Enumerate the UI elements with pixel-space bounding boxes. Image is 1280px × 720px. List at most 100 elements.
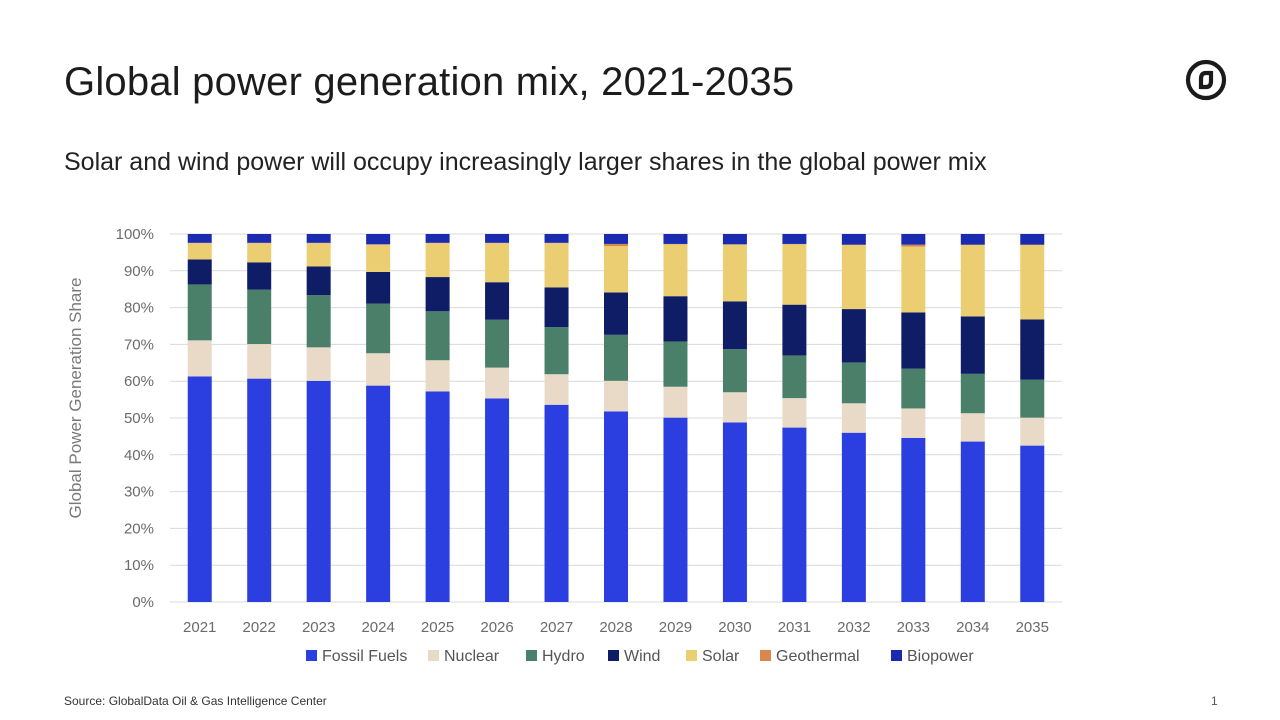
bar-hydro-2028 bbox=[604, 334, 628, 381]
bar-solar-2026 bbox=[485, 243, 510, 283]
bar-nuclear-2032 bbox=[841, 403, 866, 433]
x-axis-ticks: 2021 2022 2023 2024 2025 2026 2027 2028 2029 2030… bbox=[183, 619, 1049, 636]
x-tick-label: 2026 bbox=[480, 619, 513, 636]
y-tick-label: 0% bbox=[132, 594, 154, 611]
bar-group-2029 bbox=[663, 234, 688, 602]
y-tick-label: 60% bbox=[124, 373, 154, 390]
bar-solar-2025 bbox=[425, 243, 450, 278]
y-tick-label: 70% bbox=[124, 336, 154, 353]
bar-biopower-2032 bbox=[841, 234, 866, 245]
bar-fossil-fuels-2025 bbox=[425, 391, 450, 602]
bar-group-2021 bbox=[187, 234, 212, 602]
x-tick-label: 2032 bbox=[837, 619, 870, 636]
bar-hydro-2034 bbox=[960, 373, 985, 414]
legend-label-nuclear: Nuclear bbox=[444, 648, 500, 665]
x-tick-label: 2033 bbox=[897, 619, 930, 636]
x-tick-label: 2025 bbox=[421, 619, 454, 636]
bar-solar-2021 bbox=[187, 243, 212, 260]
bar-biopower-2034 bbox=[960, 234, 985, 245]
bar-biopower-2031 bbox=[782, 234, 807, 244]
bar-wind-2027 bbox=[544, 287, 569, 328]
bar-wind-2024 bbox=[366, 271, 391, 304]
bar-hydro-2023 bbox=[306, 295, 331, 348]
bar-biopower-2035 bbox=[1020, 234, 1045, 245]
bar-nuclear-2026 bbox=[485, 367, 510, 399]
bar-biopower-2033 bbox=[901, 234, 926, 245]
bar-solar-2022 bbox=[247, 243, 272, 263]
bar-nuclear-2031 bbox=[782, 398, 807, 428]
bar-wind-2031 bbox=[782, 304, 807, 356]
bar-nuclear-2023 bbox=[306, 347, 331, 381]
bar-nuclear-2034 bbox=[960, 413, 985, 442]
y-tick-label: 20% bbox=[124, 520, 154, 537]
x-tick-label: 2024 bbox=[361, 619, 394, 636]
bars bbox=[187, 234, 1045, 602]
x-tick-label: 2021 bbox=[183, 619, 216, 636]
bar-biopower-2026 bbox=[485, 234, 510, 243]
y-tick-label: 30% bbox=[124, 484, 154, 501]
bar-biopower-2030 bbox=[722, 234, 747, 245]
legend-swatch-biopower bbox=[891, 650, 902, 661]
bar-nuclear-2022 bbox=[247, 344, 272, 379]
bar-geothermal-2028 bbox=[604, 243, 628, 247]
bar-fossil-fuels-2035 bbox=[1020, 445, 1045, 602]
bar-solar-2023 bbox=[306, 243, 331, 267]
bar-hydro-2027 bbox=[544, 327, 569, 375]
bar-nuclear-2029 bbox=[663, 386, 688, 418]
bar-geothermal-2033 bbox=[901, 244, 926, 247]
x-tick-label: 2028 bbox=[599, 619, 632, 636]
stacked-bar-chart: 0% 10% 20% 30% 40% 50% 60% 70% 80% 90% 100% Global… bbox=[66, 226, 1062, 665]
globaldata-logo-icon bbox=[1185, 59, 1227, 101]
y-axis-label: Global Power Generation Share bbox=[66, 278, 85, 519]
bar-solar-2030 bbox=[722, 244, 747, 302]
bar-fossil-fuels-2027 bbox=[544, 404, 569, 602]
bar-wind-2035 bbox=[1020, 319, 1045, 380]
x-tick-label: 2027 bbox=[540, 619, 573, 636]
x-tick-label: 2031 bbox=[778, 619, 811, 636]
legend-item-nuclear: Nuclear bbox=[428, 648, 500, 665]
bar-fossil-fuels-2023 bbox=[306, 380, 331, 602]
legend-swatch-nuclear bbox=[428, 650, 439, 661]
bar-nuclear-2035 bbox=[1020, 417, 1045, 446]
legend-swatch-wind bbox=[608, 650, 619, 661]
bar-group-2027 bbox=[544, 234, 569, 602]
bar-nuclear-2030 bbox=[722, 392, 747, 423]
legend-label-wind: Wind bbox=[624, 648, 660, 665]
bar-hydro-2033 bbox=[901, 368, 926, 409]
bar-wind-2029 bbox=[663, 296, 688, 342]
bar-group-2028 bbox=[604, 234, 628, 602]
bar-biopower-2028 bbox=[604, 234, 628, 244]
bar-hydro-2022 bbox=[247, 289, 272, 345]
bar-fossil-fuels-2034 bbox=[960, 441, 985, 602]
y-axis-ticks: 0% 10% 20% 30% 40% 50% 60% 70% 80% 90% 100% bbox=[116, 226, 154, 611]
x-tick-label: 2035 bbox=[1016, 619, 1049, 636]
page-number: 1 bbox=[1211, 694, 1218, 708]
bar-nuclear-2033 bbox=[901, 408, 926, 438]
legend-swatch-geothermal bbox=[760, 650, 771, 661]
bar-solar-2034 bbox=[960, 245, 985, 317]
bar-solar-2035 bbox=[1020, 245, 1045, 320]
bar-group-2024 bbox=[366, 234, 391, 602]
bar-group-2033 bbox=[901, 234, 926, 602]
legend-label-biopower: Biopower bbox=[907, 648, 974, 665]
bar-wind-2030 bbox=[722, 301, 747, 350]
bar-solar-2024 bbox=[366, 244, 391, 272]
bar-group-2022 bbox=[247, 234, 272, 602]
bar-wind-2034 bbox=[960, 316, 985, 374]
bar-group-2025 bbox=[425, 234, 450, 602]
bar-hydro-2025 bbox=[425, 311, 450, 361]
bar-fossil-fuels-2024 bbox=[366, 385, 391, 602]
bar-group-2026 bbox=[485, 234, 510, 602]
bar-wind-2026 bbox=[485, 282, 510, 320]
page-subtitle: Solar and wind power will occupy increas… bbox=[64, 148, 987, 176]
bar-hydro-2032 bbox=[841, 362, 866, 404]
legend: Fossil Fuels Nuclear Hydro Wind Solar Geother… bbox=[306, 648, 974, 665]
bar-nuclear-2025 bbox=[425, 360, 450, 392]
bar-group-2031 bbox=[782, 234, 807, 602]
bar-nuclear-2021 bbox=[187, 340, 212, 377]
y-tick-label: 10% bbox=[124, 557, 154, 574]
legend-item-geothermal: Geothermal bbox=[760, 648, 860, 665]
bar-fossil-fuels-2033 bbox=[901, 437, 926, 602]
bar-group-2035 bbox=[1020, 234, 1045, 602]
bar-wind-2023 bbox=[306, 266, 331, 296]
